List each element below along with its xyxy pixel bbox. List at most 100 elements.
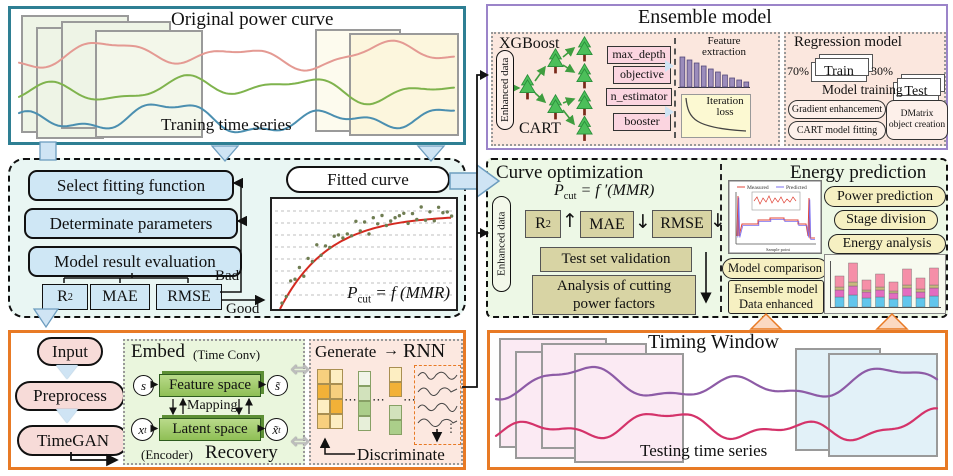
- embed-arrows: [150, 380, 267, 433]
- grid-cell: [317, 369, 330, 384]
- panel-original-power-curve: Original power curve Traning time series: [8, 6, 466, 145]
- tree-icon: [547, 48, 564, 74]
- bad-label: Bad: [215, 268, 240, 284]
- grid-cell: [358, 386, 371, 401]
- mapping-label: Mapping: [187, 398, 238, 413]
- down-arrow-icon: ↓: [710, 210, 726, 232]
- encoder-label: (Encoder): [141, 447, 193, 462]
- down-triangle-icon: [56, 365, 78, 379]
- stage-division-pill: Stage division: [834, 210, 938, 230]
- select-fitting-function-step: Select fitting function: [28, 170, 234, 201]
- panel-timing-window: Timing Window Testing time series: [487, 330, 948, 470]
- optimized-formula: Pcut = f ′(MMR): [554, 182, 655, 203]
- test-dataset-stack: Test: [893, 74, 945, 102]
- cart-model-fitting-step: CART model fitting: [788, 121, 886, 140]
- test-percent: 30%: [871, 64, 893, 78]
- generated-series-box: [414, 365, 461, 445]
- enhanced-data-input: Enhanced data: [496, 50, 514, 130]
- svg-text:Measured: Measured: [747, 185, 769, 191]
- tree-icon: [576, 63, 593, 89]
- pointer-triangle-icon: [665, 106, 674, 118]
- panel-caption: Testing time series: [640, 441, 768, 460]
- regression-subpanel: Regression model 70% Train 30% Test Mode…: [784, 32, 948, 146]
- latent-code-grid: [317, 369, 343, 429]
- iteration-loss-chart: Iteration loss: [681, 94, 751, 138]
- latent-code-grid: [358, 371, 371, 431]
- fitted-formula: Pcut = f (MMR): [347, 282, 450, 305]
- grid-cell: [389, 420, 402, 435]
- power-prediction-chart: Measured Predicted Sample point: [728, 180, 822, 254]
- param-objective: objective: [613, 66, 671, 84]
- discriminate-arrows: [319, 429, 443, 455]
- rnn-label: RNN: [403, 340, 446, 362]
- tree-icon: [576, 116, 593, 142]
- down-triangle-icon: [56, 409, 78, 423]
- up-arrow-icon: ↑: [562, 210, 578, 232]
- model-training-label: Model training: [822, 82, 903, 97]
- embed-subtitle: (Time Conv): [193, 347, 261, 362]
- latent-space-box: Latent space: [159, 418, 261, 441]
- gradient-enhancement-step: Gradient enhancement: [788, 100, 886, 119]
- generated-series-waves: [417, 371, 458, 427]
- dmatrix-step: DMatrix object creation: [886, 100, 948, 140]
- grid-cell: [317, 414, 330, 429]
- grid-cell: [330, 414, 343, 429]
- test-set-validation-step: Test set validation: [540, 247, 692, 272]
- metric-mae: MAE: [580, 211, 634, 238]
- param-n-estimator: n_estimator: [606, 88, 672, 106]
- energy-prediction-title: Energy prediction: [790, 162, 927, 183]
- double-arrow-icon: ⇔: [290, 427, 311, 455]
- grid-cell: [358, 401, 371, 416]
- latent-code-grid: [389, 405, 402, 435]
- dots-icon: ⋯: [372, 393, 385, 408]
- train-percent: 70%: [787, 64, 809, 78]
- energy-analysis-chart: [824, 254, 946, 314]
- fitted-curve-title: Fitted curve: [286, 166, 450, 193]
- metric-rmse: RMSE: [652, 210, 712, 238]
- regression-title: Regression model: [794, 34, 902, 50]
- latent-code-grid: [389, 367, 402, 397]
- panel-title: Timing Window: [648, 331, 779, 353]
- tree-icon: [576, 90, 593, 116]
- fitting-connectors: [63, 177, 266, 306]
- divider: [720, 164, 722, 312]
- svg-text:Sample point: Sample point: [766, 247, 791, 252]
- metric-rmse: RMSE: [156, 284, 222, 310]
- grid-cell: [330, 399, 343, 414]
- param-booster: booster: [613, 113, 671, 131]
- pointer-triangle-icon: [665, 60, 674, 72]
- enhanced-data-input: Enhanced data: [492, 196, 511, 292]
- generate-label: Generate: [315, 342, 377, 361]
- grid-cell: [330, 384, 343, 399]
- model-comparison-pill: Model comparison: [722, 258, 828, 279]
- cart-trees-graphic: [514, 36, 593, 142]
- energy-analysis-pill: Energy analysis: [828, 234, 946, 254]
- analysis-step: Analysis of cutting power factors: [532, 275, 696, 315]
- determinate-parameters-step: Determinate parameters: [24, 208, 238, 239]
- panel-title: Ensemble model: [638, 6, 772, 28]
- down-arrow-icon: ↓: [635, 211, 651, 233]
- panel-caption: Traning time series: [161, 115, 292, 134]
- panel-ensemble-model: Ensemble model XGBoost Enhanced data CAR…: [486, 4, 948, 150]
- svg-text:Predicted: Predicted: [786, 185, 807, 191]
- s-tilde-node: s̃: [267, 375, 288, 396]
- embed-title: Embed: [131, 341, 185, 362]
- grid-cell: [358, 416, 371, 431]
- panel-curve-optimization: Curve optimization Enhanced data Pcut = …: [486, 158, 948, 318]
- panel-title: Original power curve: [171, 9, 334, 30]
- cart-label: CART: [519, 120, 561, 137]
- dots-icon: ⋯: [403, 393, 416, 408]
- grid-cell: [389, 367, 402, 382]
- feature-extraction-chart: [678, 56, 750, 88]
- fitted-curve-plot: Pcut = f (MMR): [270, 197, 458, 311]
- series-card: [574, 353, 684, 463]
- param-max-depth: max_depth: [607, 46, 671, 64]
- double-arrow-icon: ⇔: [290, 355, 311, 383]
- grid-cell: [317, 384, 330, 399]
- grid-cell: [389, 382, 402, 397]
- series-card: [95, 30, 203, 138]
- panel-curve-fitting: Select fitting function Determinate para…: [8, 158, 466, 318]
- feature-space-box: Feature space: [159, 374, 261, 397]
